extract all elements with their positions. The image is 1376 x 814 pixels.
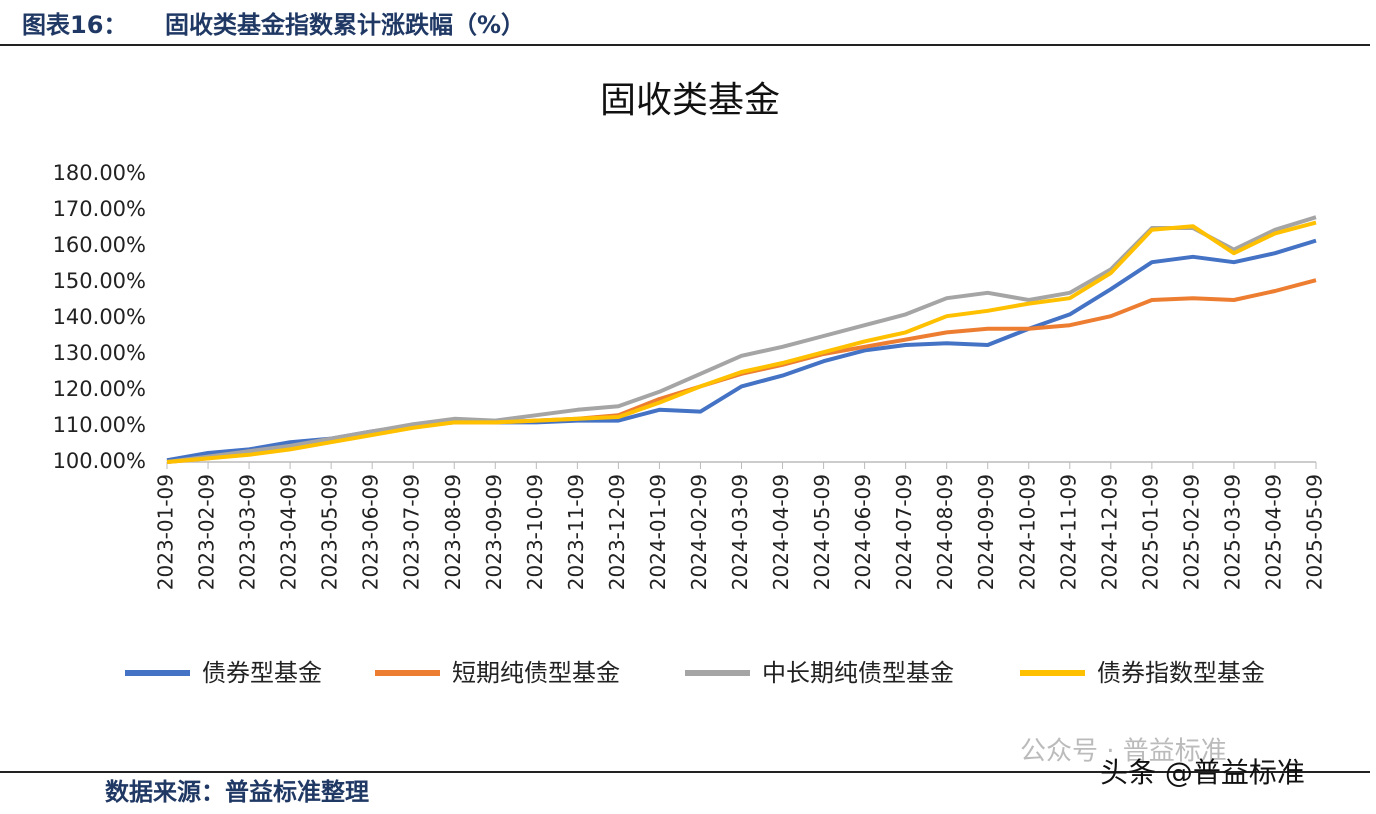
x-tick-label: 2023-02-09 [195, 474, 219, 590]
x-tick-label: 2023-05-09 [318, 474, 342, 590]
watermark: 公众号 · 普益标准 [1020, 737, 1227, 767]
figure-label: 图表16： [22, 11, 127, 39]
x-tick-label: 2023-12-09 [605, 474, 629, 590]
series-line [166, 220, 1317, 464]
x-tick-label: 2023-03-09 [236, 474, 260, 590]
x-tick-label: 2023-06-09 [359, 474, 383, 590]
x-tick-label: 2024-04-09 [769, 474, 793, 590]
y-tick-label: 160.00% [53, 233, 146, 257]
x-tick-label: 2024-02-09 [687, 474, 711, 590]
x-tick-label: 2023-10-09 [523, 474, 547, 590]
x-tick-label: 2024-08-09 [933, 474, 957, 590]
x-tick-label: 2024-12-09 [1097, 474, 1121, 590]
x-tick-label: 2024-09-09 [974, 474, 998, 590]
x-tick-label: 2023-08-09 [441, 474, 465, 590]
x-tick-label: 2024-11-09 [1056, 474, 1080, 590]
x-tick-label: 2024-07-09 [892, 474, 916, 590]
series-line [166, 215, 1317, 464]
legend-label: 短期纯债型基金 [452, 659, 620, 687]
series-line [166, 238, 1317, 463]
figure-title: 固收类基金指数累计涨跌幅（%） [165, 11, 525, 39]
x-tick-label: 2024-10-09 [1015, 474, 1039, 590]
x-tick-label: 2024-06-09 [851, 474, 875, 590]
y-tick-label: 180.00% [53, 161, 146, 185]
x-tick-label: 2024-01-09 [646, 474, 670, 590]
x-tick-label: 2023-04-09 [277, 474, 301, 590]
chart-title: 固收类基金 [600, 80, 780, 121]
x-tick-label: 2023-09-09 [482, 474, 506, 590]
y-tick-label: 150.00% [53, 269, 146, 293]
x-tick-label: 2025-05-09 [1303, 474, 1327, 590]
x-tick-label: 2023-07-09 [400, 474, 424, 590]
y-tick-label: 130.00% [53, 341, 146, 365]
x-tick-label: 2024-03-09 [728, 474, 752, 590]
x-tick-label: 2025-04-09 [1261, 474, 1285, 590]
legend-label: 中长期纯债型基金 [762, 659, 954, 687]
y-tick-label: 110.00% [53, 413, 146, 437]
x-tick-label: 2025-01-09 [1138, 474, 1162, 590]
legend-label: 债券型基金 [202, 659, 322, 687]
x-tick-label: 2023-11-09 [564, 474, 588, 590]
source-note: 数据来源：普益标准整理 [105, 778, 369, 806]
y-tick-label: 140.00% [53, 305, 146, 329]
x-tick-label: 2023-01-09 [154, 474, 178, 590]
y-tick-label: 170.00% [53, 197, 146, 221]
x-tick-label: 2024-05-09 [810, 474, 834, 590]
watermark: 头条 @普益标准 [1100, 756, 1305, 789]
y-tick-label: 120.00% [53, 377, 146, 401]
x-tick-label: 2025-02-09 [1179, 474, 1203, 590]
legend-label: 债券指数型基金 [1097, 659, 1265, 687]
x-tick-label: 2025-03-09 [1220, 474, 1244, 590]
y-tick-label: 100.00% [53, 449, 146, 473]
